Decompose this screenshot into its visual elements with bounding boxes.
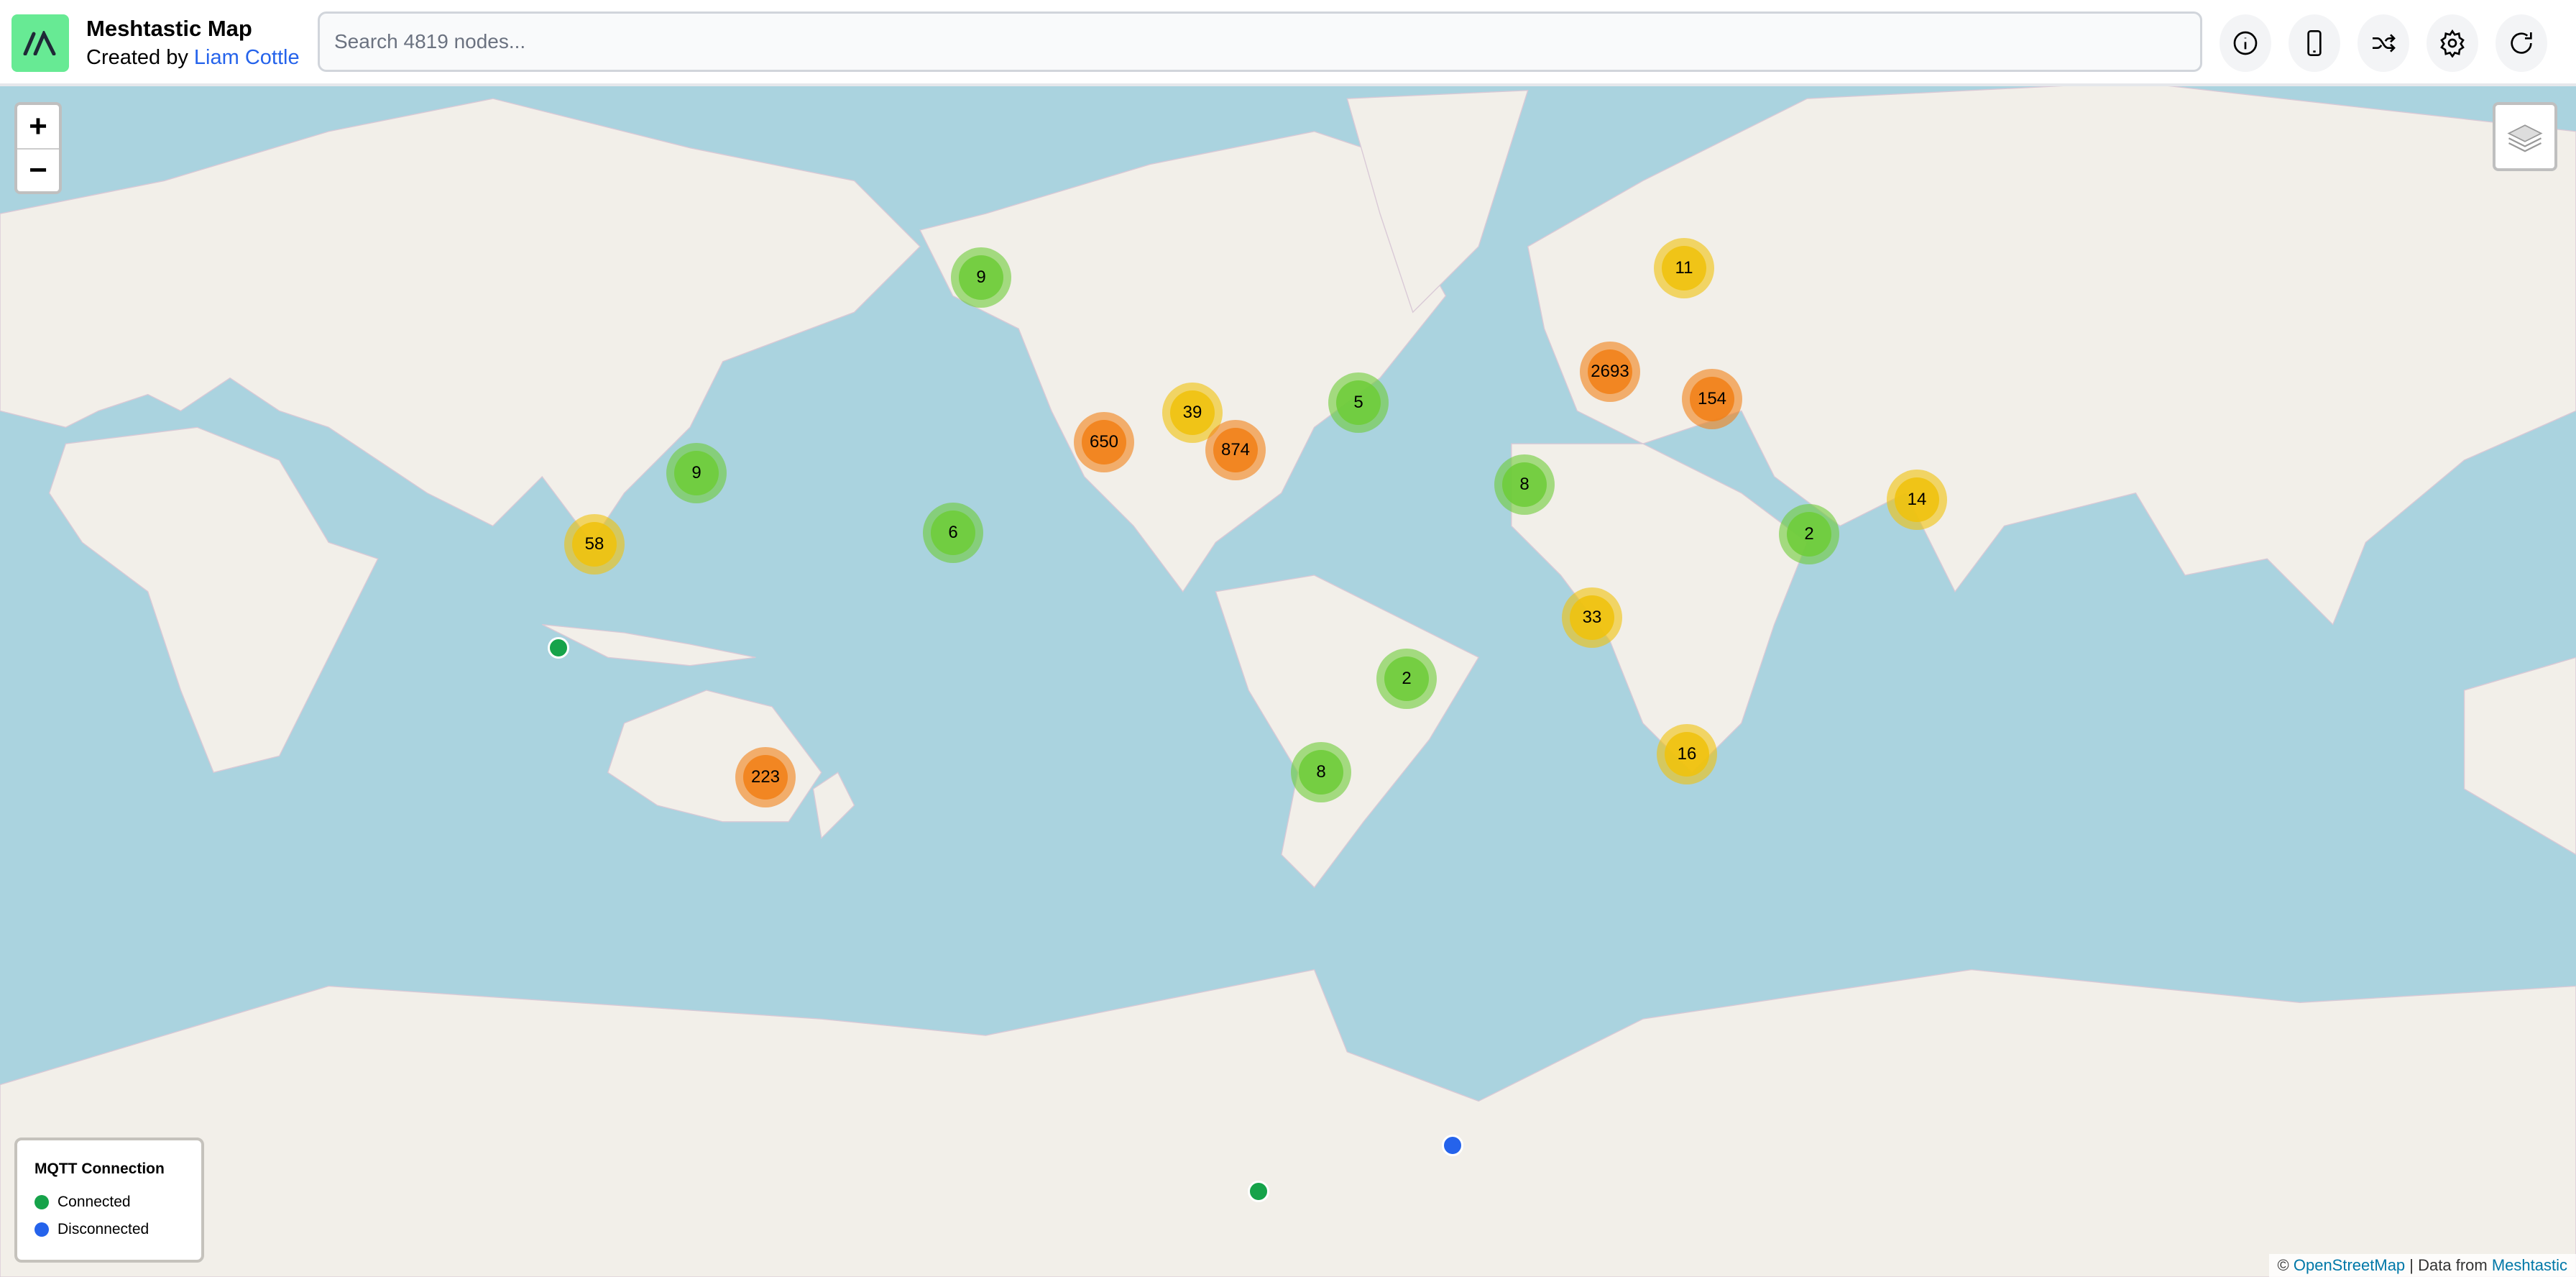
info-button[interactable] [2220, 14, 2271, 72]
meshtastic-link[interactable]: Meshtastic [2491, 1256, 2567, 1274]
phone-icon [2307, 30, 2322, 56]
shuffle-icon [2373, 34, 2396, 52]
legend-label: Disconnected [58, 1221, 150, 1237]
cluster-count: 223 [743, 755, 788, 800]
legend-label: Connected [58, 1194, 131, 1210]
node-cluster[interactable]: 9 [951, 247, 1011, 308]
mqtt-legend: MQTT Connection Connected Disconnected [14, 1138, 204, 1263]
copyright-symbol: © [2277, 1256, 2289, 1274]
attribution: © OpenStreetMap | Data from Meshtastic [2268, 1254, 2576, 1277]
world-map[interactable]: + − 9 11 2693 154 5 39 650 874 9 8 14 2 58 6 33 2 223 8 16… [0, 86, 2576, 1277]
layers-icon [2507, 124, 2543, 152]
cluster-count: 9 [674, 451, 719, 495]
settings-button[interactable] [2426, 14, 2478, 72]
cluster-count: 58 [572, 522, 617, 567]
cluster-count: 8 [1299, 750, 1343, 795]
zoom-in-button[interactable]: + [29, 109, 47, 144]
cluster-count: 874 [1213, 428, 1258, 472]
legend-item-disconnected: Disconnected [34, 1221, 201, 1238]
legend-item-connected: Connected [34, 1194, 201, 1211]
openstreetmap-link[interactable]: OpenStreetMap [2293, 1256, 2406, 1274]
node-cluster[interactable]: 33 [1562, 587, 1622, 648]
attribution-text: | Data from [2409, 1256, 2488, 1274]
legend-title: MQTT Connection [34, 1161, 165, 1177]
cluster-count: 16 [1665, 732, 1709, 777]
cluster-count: 2 [1384, 656, 1429, 701]
node-marker-disconnected[interactable] [1442, 1135, 1463, 1156]
node-cluster[interactable]: 2 [1376, 649, 1437, 709]
node-cluster[interactable]: 650 [1074, 412, 1134, 472]
cluster-count: 2 [1787, 512, 1831, 557]
disconnected-swatch-icon [34, 1222, 49, 1237]
zoom-out-button[interactable]: − [17, 148, 59, 191]
node-cluster[interactable]: 8 [1494, 454, 1555, 515]
cluster-count: 6 [931, 511, 975, 555]
cluster-count: 2693 [1588, 349, 1632, 394]
connected-swatch-icon [34, 1195, 49, 1209]
search-input[interactable] [318, 12, 2202, 72]
node-marker-connected[interactable] [1248, 1181, 1269, 1202]
device-button[interactable] [2288, 14, 2340, 72]
map-tiles [0, 86, 2576, 1277]
node-cluster[interactable]: 11 [1654, 238, 1714, 298]
meshtastic-logo[interactable] [12, 14, 69, 72]
node-cluster[interactable]: 8 [1291, 742, 1351, 802]
created-by-label: Created by [86, 46, 188, 69]
author-link[interactable]: Liam Cottle [193, 46, 300, 69]
cluster-count: 8 [1502, 462, 1547, 507]
cluster-count: 39 [1170, 390, 1215, 435]
node-cluster[interactable]: 5 [1328, 372, 1389, 433]
node-marker-connected[interactable] [548, 637, 569, 659]
node-cluster[interactable]: 14 [1887, 470, 1947, 530]
info-icon [2233, 31, 2258, 55]
node-cluster[interactable]: 58 [564, 514, 625, 575]
gear-icon [2440, 29, 2465, 58]
node-cluster[interactable]: 2693 [1580, 342, 1640, 402]
node-cluster[interactable]: 874 [1205, 420, 1266, 480]
cluster-count: 9 [959, 255, 1003, 300]
app-title: Meshtastic Map [86, 16, 252, 41]
cluster-count: 5 [1336, 380, 1381, 425]
shuffle-button[interactable] [2358, 14, 2409, 72]
cluster-count: 650 [1082, 420, 1126, 464]
cluster-count: 14 [1895, 477, 1939, 522]
refresh-icon [2511, 32, 2532, 54]
refresh-button[interactable] [2496, 14, 2547, 72]
cluster-count: 154 [1690, 377, 1734, 421]
cluster-count: 33 [1570, 595, 1614, 640]
node-cluster[interactable]: 6 [923, 503, 983, 563]
top-bar: Meshtastic Map Created by Liam Cottle [0, 0, 2576, 86]
node-cluster[interactable]: 16 [1657, 724, 1717, 784]
layers-button[interactable] [2493, 102, 2557, 171]
zoom-control: + − [14, 102, 62, 194]
cluster-count: 11 [1662, 246, 1706, 290]
node-cluster[interactable]: 154 [1682, 369, 1742, 429]
node-cluster[interactable]: 223 [735, 747, 796, 807]
node-cluster[interactable]: 2 [1779, 504, 1839, 564]
node-cluster[interactable]: 9 [666, 443, 727, 503]
